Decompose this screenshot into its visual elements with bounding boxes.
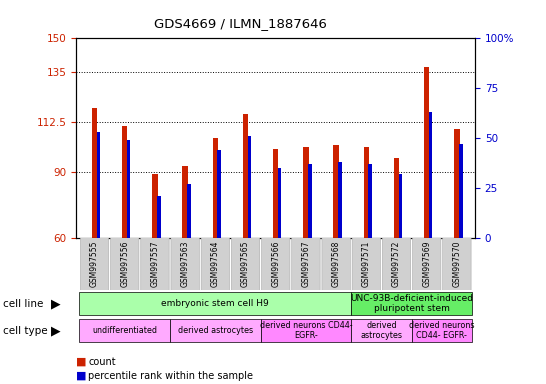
Text: percentile rank within the sample: percentile rank within the sample xyxy=(88,371,253,381)
FancyBboxPatch shape xyxy=(351,292,472,316)
Text: GSM997564: GSM997564 xyxy=(211,241,220,287)
Text: GSM997570: GSM997570 xyxy=(453,241,461,287)
Bar xyxy=(248,136,251,238)
Text: GSM997568: GSM997568 xyxy=(331,241,341,287)
Text: embryonic stem cell H9: embryonic stem cell H9 xyxy=(162,299,269,308)
FancyBboxPatch shape xyxy=(443,237,471,291)
Bar xyxy=(334,145,339,371)
Text: derived
astrocytes: derived astrocytes xyxy=(360,321,402,340)
Text: GSM997571: GSM997571 xyxy=(362,241,371,287)
Bar xyxy=(182,166,188,371)
Bar xyxy=(429,112,432,238)
FancyBboxPatch shape xyxy=(80,292,351,316)
FancyBboxPatch shape xyxy=(170,319,260,343)
Text: undifferentiated: undifferentiated xyxy=(92,326,157,335)
FancyBboxPatch shape xyxy=(80,237,109,291)
Text: GSM997556: GSM997556 xyxy=(120,241,129,287)
Text: ■: ■ xyxy=(76,371,87,381)
FancyBboxPatch shape xyxy=(201,237,229,291)
Text: GDS4669 / ILMN_1887646: GDS4669 / ILMN_1887646 xyxy=(154,17,327,30)
Text: cell type: cell type xyxy=(3,326,48,336)
Text: cell line: cell line xyxy=(3,299,43,309)
Bar xyxy=(364,147,369,371)
FancyBboxPatch shape xyxy=(260,319,351,343)
Text: GSM997569: GSM997569 xyxy=(422,241,431,287)
Text: ▶: ▶ xyxy=(51,297,61,310)
FancyBboxPatch shape xyxy=(292,237,320,291)
Bar xyxy=(212,138,218,371)
Text: ▶: ▶ xyxy=(51,324,61,337)
Text: GSM997567: GSM997567 xyxy=(301,241,311,287)
Bar xyxy=(394,158,399,371)
Bar xyxy=(273,149,278,371)
FancyBboxPatch shape xyxy=(322,237,351,291)
Text: GSM997566: GSM997566 xyxy=(271,241,280,287)
Bar xyxy=(424,67,429,371)
Bar xyxy=(157,196,161,238)
Text: GSM997565: GSM997565 xyxy=(241,241,250,287)
Text: GSM997572: GSM997572 xyxy=(392,241,401,287)
FancyBboxPatch shape xyxy=(412,319,472,343)
Bar xyxy=(152,174,158,371)
FancyBboxPatch shape xyxy=(351,319,412,343)
FancyBboxPatch shape xyxy=(110,237,139,291)
Bar xyxy=(278,168,282,238)
Text: GSM997555: GSM997555 xyxy=(90,241,99,287)
Bar xyxy=(303,147,308,371)
Bar xyxy=(399,174,402,238)
Text: derived astrocytes: derived astrocytes xyxy=(178,326,253,335)
Text: GSM997557: GSM997557 xyxy=(151,241,159,287)
FancyBboxPatch shape xyxy=(262,237,290,291)
Bar xyxy=(127,140,130,238)
Bar xyxy=(92,108,97,371)
FancyBboxPatch shape xyxy=(382,237,411,291)
FancyBboxPatch shape xyxy=(413,237,441,291)
Text: count: count xyxy=(88,357,116,367)
Bar xyxy=(97,132,100,238)
Bar xyxy=(454,129,460,371)
Bar xyxy=(217,150,221,238)
FancyBboxPatch shape xyxy=(352,237,381,291)
Text: UNC-93B-deficient-induced
pluripotent stem: UNC-93B-deficient-induced pluripotent st… xyxy=(350,294,473,313)
FancyBboxPatch shape xyxy=(232,237,260,291)
Bar xyxy=(459,144,462,238)
Bar xyxy=(308,164,312,238)
FancyBboxPatch shape xyxy=(141,237,169,291)
Text: derived neurons
CD44- EGFR-: derived neurons CD44- EGFR- xyxy=(409,321,474,340)
Bar xyxy=(369,164,372,238)
Text: derived neurons CD44-
EGFR-: derived neurons CD44- EGFR- xyxy=(259,321,352,340)
Bar xyxy=(338,162,342,238)
Bar xyxy=(122,126,127,371)
Bar xyxy=(243,114,248,371)
FancyBboxPatch shape xyxy=(171,237,199,291)
FancyBboxPatch shape xyxy=(80,319,170,343)
Text: ■: ■ xyxy=(76,357,87,367)
Bar xyxy=(187,184,191,238)
Text: GSM997563: GSM997563 xyxy=(181,241,189,287)
